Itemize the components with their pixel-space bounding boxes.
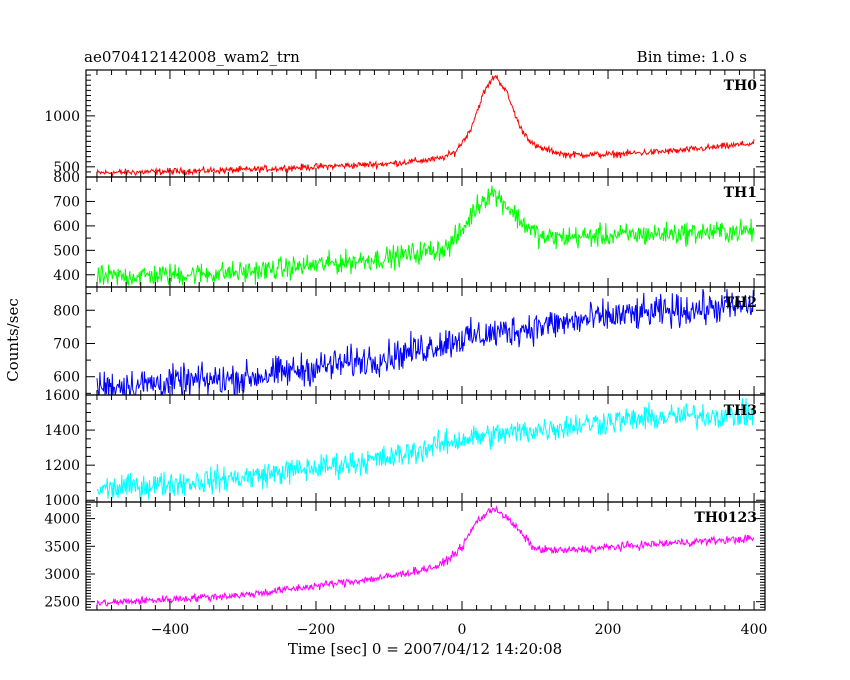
y-tick-label: 3500 — [44, 539, 80, 555]
y-tick-label: 3000 — [44, 567, 80, 583]
y-tick-label: 600 — [53, 219, 80, 235]
y-tick-label: 2500 — [44, 595, 80, 611]
x-tick-label: 400 — [741, 622, 768, 638]
y-tick-label: 4000 — [44, 512, 80, 528]
panel-th3: 1000 1200 1400 1600 TH3 — [44, 388, 766, 509]
series-line-th0 — [96, 74, 755, 177]
panel-label: TH2 — [724, 295, 757, 311]
x-tick-label: 0 — [458, 622, 467, 638]
series-line-th1 — [96, 185, 755, 287]
y-tick-label: 1400 — [44, 423, 80, 439]
chart-title: ae070412142008_wam2_trn — [84, 48, 300, 66]
panel-label: TH0123 — [694, 510, 757, 526]
x-tick-label: −400 — [151, 622, 189, 638]
panel-th0123: 2500 3000 3500 4000 TH0123 — [44, 501, 766, 611]
y-tick-label: 500 — [53, 160, 80, 176]
panel-th2: 600 700 800 TH2 — [53, 286, 766, 396]
y-tick-label: 700 — [53, 194, 80, 210]
y-tick-label: 1000 — [44, 109, 80, 125]
panel-frame — [85, 176, 766, 288]
y-tick-label: 500 — [53, 243, 80, 259]
x-tick-label: 200 — [595, 622, 622, 638]
series-line-th0123 — [96, 504, 755, 607]
y-tick-label: 1600 — [44, 388, 80, 404]
panel-frame — [85, 501, 766, 611]
series-line-th3 — [96, 397, 755, 502]
y-tick-label: 1200 — [44, 458, 80, 474]
panel-th1: 400 500 600 700 800 TH1 — [53, 170, 766, 288]
y-tick-label: 1000 — [44, 493, 80, 509]
panel-frame — [85, 69, 766, 178]
panel-label: TH3 — [724, 403, 757, 419]
panel-th0: 500 1000 TH0 — [44, 69, 766, 178]
series-line-th2 — [96, 288, 755, 395]
x-axis-label: Time [sec] 0 = 2007/04/12 14:20:08 — [288, 640, 562, 658]
y-tick-label: 400 — [53, 268, 80, 284]
y-axis-label: Counts/sec — [4, 298, 22, 382]
y-tick-label: 800 — [53, 303, 80, 319]
y-tick-label: 700 — [53, 336, 80, 352]
bin-time-label: Bin time: 1.0 s — [637, 48, 747, 66]
x-tick-label: −200 — [297, 622, 335, 638]
panel-label: TH1 — [724, 185, 757, 201]
y-tick-label: 600 — [53, 370, 80, 386]
y-tick-label: 800 — [53, 170, 80, 186]
panel-label: TH0 — [724, 78, 758, 94]
plot-area: 500 1000 TH0 400 500 600 700 800 TH1 600 700 800 TH2… — [44, 69, 768, 638]
